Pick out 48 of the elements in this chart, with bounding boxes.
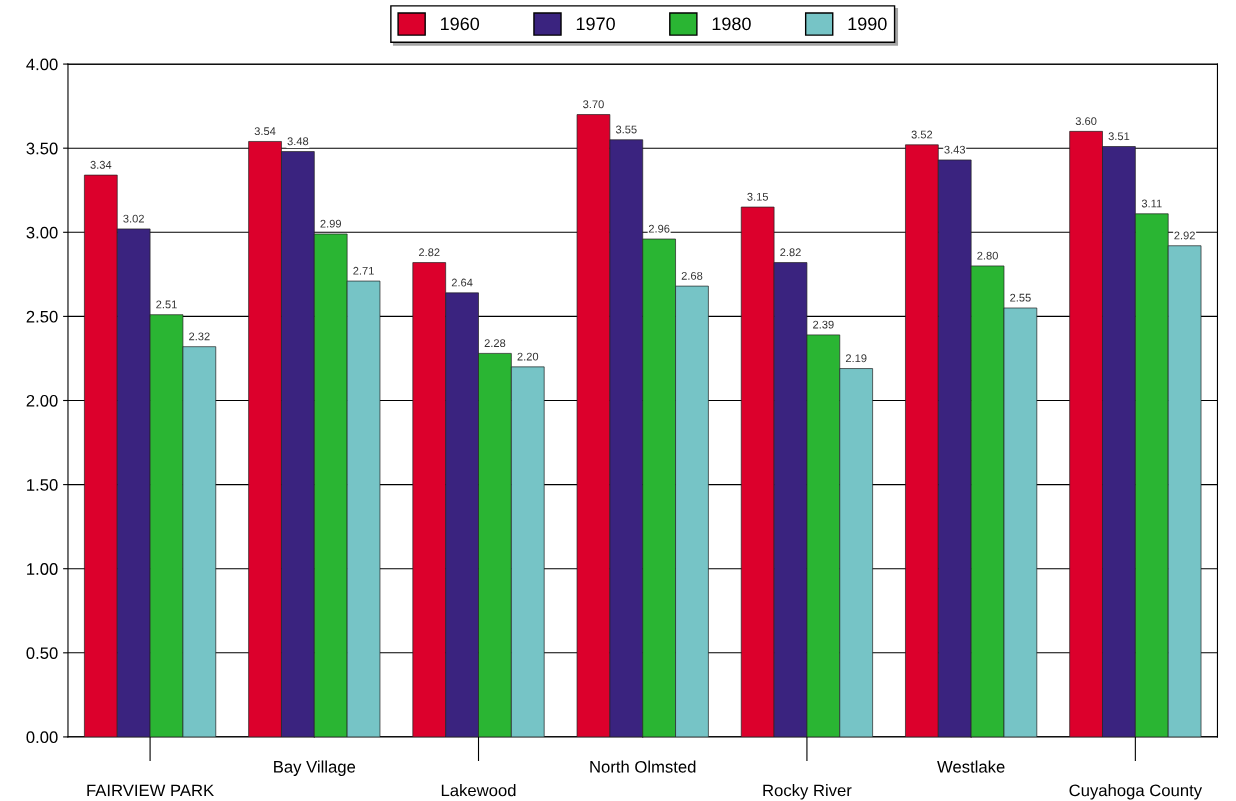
data-label: 3.48 [287, 137, 309, 146]
data-label: 3.34 [90, 160, 112, 169]
data-label: 3.55 [615, 125, 637, 134]
y-tick-label: 1.50 [27, 479, 58, 491]
data-label: 3.15 [747, 192, 769, 201]
data-label: 2.68 [681, 271, 703, 280]
x-tick-label: Rocky River [763, 784, 852, 800]
data-label: 3.70 [583, 100, 604, 109]
data-label: 2.32 [189, 332, 210, 341]
x-tick-label: Cuyahoga County [1069, 784, 1203, 800]
data-label: 2.19 [845, 354, 867, 363]
legend-label: 1970 [576, 17, 615, 31]
legend-label: 1990 [848, 17, 887, 31]
y-tick-label: 1.00 [27, 563, 58, 575]
x-tick-label: Bay Village [274, 760, 356, 777]
data-label: 2.80 [977, 251, 998, 260]
data-label: 2.99 [320, 219, 342, 228]
data-label: 2.20 [517, 352, 539, 361]
legend-label: 1960 [440, 17, 480, 31]
data-label: 3.51 [1108, 132, 1130, 141]
x-tick-label: Westlake [937, 760, 1005, 773]
data-label: 2.28 [484, 339, 506, 348]
data-label: 3.60 [1075, 117, 1097, 125]
data-label: 3.11 [1141, 199, 1162, 208]
data-label: 3.54 [254, 127, 276, 136]
data-label: 2.96 [648, 224, 670, 233]
data-label: 2.71 [353, 266, 374, 275]
x-tick-label: Lakewood [441, 784, 516, 797]
data-label: 3.02 [123, 214, 144, 223]
data-label: 3.43 [944, 145, 966, 154]
data-label: 2.39 [813, 320, 834, 329]
y-tick-label: 0.50 [26, 647, 58, 660]
y-tick-label: 2.50 [26, 310, 58, 323]
data-label: 3.52 [911, 130, 933, 139]
data-label: 2.55 [1010, 293, 1031, 302]
y-tick-label: 3.50 [26, 142, 58, 155]
y-tick-label: 3.00 [26, 226, 58, 239]
data-label: 2.82 [780, 248, 801, 257]
data-label: 2.64 [451, 278, 473, 287]
data-label: 2.92 [1174, 231, 1195, 240]
data-label: 2.51 [156, 300, 177, 309]
y-tick-label: 0.00 [26, 731, 58, 744]
x-tick-label: North Olmsted [590, 760, 696, 773]
y-tick-label: 2.00 [26, 394, 58, 407]
data-label: 2.82 [418, 248, 440, 257]
x-tick-label: FAIRVIEW PARK [87, 784, 214, 797]
legend-label: 1980 [712, 17, 751, 31]
y-tick-label: 4.00 [26, 58, 58, 71]
